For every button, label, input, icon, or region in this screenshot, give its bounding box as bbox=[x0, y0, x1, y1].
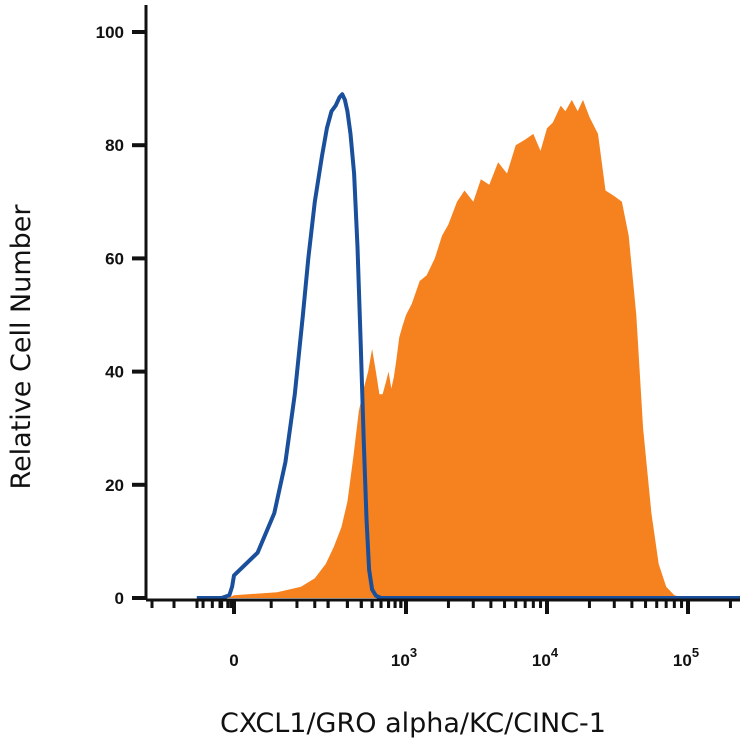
x-tick-label: 104 bbox=[532, 645, 559, 670]
filled-histogram-series bbox=[196, 99, 740, 598]
series-layer bbox=[196, 92, 740, 600]
y-tick-label: 40 bbox=[105, 363, 124, 382]
y-tick-label: 100 bbox=[96, 23, 124, 42]
y-tick-label: 0 bbox=[115, 589, 124, 608]
axes bbox=[132, 5, 740, 614]
x-tick-label: 103 bbox=[391, 645, 417, 670]
y-tick-label: 60 bbox=[105, 249, 124, 268]
outline-histogram-series bbox=[196, 92, 740, 600]
x-tick-label: 0 bbox=[229, 651, 238, 670]
tick-labels: 0 20 40 60 80 100 0 103 104 105 bbox=[96, 23, 699, 670]
y-axis-title: Relative Cell Number bbox=[6, 204, 37, 490]
y-tick-label: 20 bbox=[105, 476, 124, 495]
y-tick-label: 80 bbox=[105, 136, 124, 155]
x-axis-title: CXCL1/GRO alpha/KC/CINC-1 bbox=[220, 708, 606, 739]
x-tick-label: 105 bbox=[673, 645, 699, 670]
